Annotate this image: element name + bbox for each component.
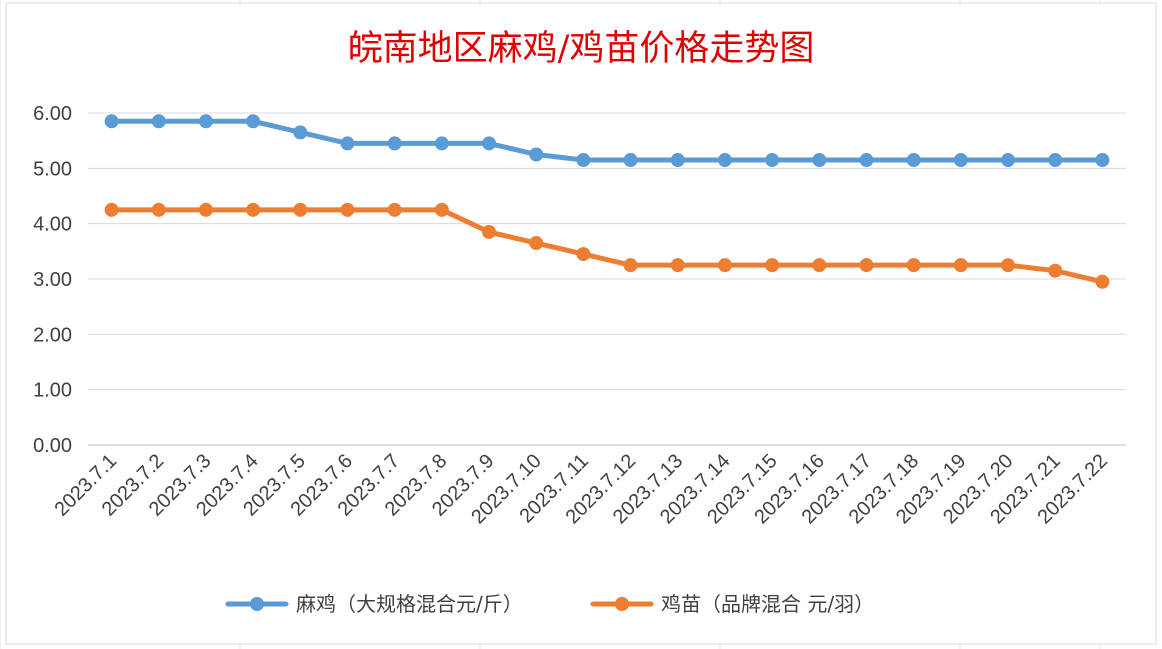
data-point [859, 153, 874, 168]
y-tick-label: 2.00 [33, 324, 72, 346]
data-point [670, 153, 685, 168]
data-point [246, 202, 261, 217]
data-point [1048, 263, 1063, 278]
series-line [109, 118, 1105, 163]
data-point [1001, 258, 1016, 273]
y-tick-label: 4.00 [33, 214, 72, 236]
data-point [1048, 153, 1063, 168]
data-point [906, 153, 921, 168]
data-point [576, 153, 591, 168]
chart-title: 皖南地区麻鸡/鸡苗价格走势图 [348, 29, 815, 69]
legend-marker-swatch [250, 597, 264, 611]
data-point [293, 202, 308, 217]
data-point [623, 153, 638, 168]
y-tick-label: 0.00 [33, 435, 72, 457]
data-point [104, 114, 119, 129]
data-point [953, 258, 968, 273]
data-point [953, 153, 968, 168]
data-point [812, 153, 827, 168]
data-point [670, 258, 685, 273]
data-point [151, 114, 166, 129]
data-point [529, 236, 544, 251]
data-point [340, 202, 355, 217]
legend-marker-swatch [615, 597, 629, 611]
gridlines [88, 112, 1126, 446]
data-point [906, 258, 921, 273]
data-point [765, 153, 780, 168]
series-line [109, 207, 1105, 285]
legend-label: 鸡苗（品牌混合 元/羽） [661, 592, 874, 616]
y-tick-label: 5.00 [33, 158, 72, 180]
data-point [387, 136, 402, 151]
data-point [198, 114, 213, 129]
data-point [434, 202, 449, 217]
legend: 麻鸡（大规格混合元/斤） 鸡苗（品牌混合 元/羽） [225, 592, 874, 616]
data-point [387, 202, 402, 217]
data-point [529, 147, 544, 162]
legend-label: 麻鸡（大规格混合元/斤） [296, 592, 523, 616]
data-point [340, 136, 355, 151]
y-tick-label: 3.00 [33, 269, 72, 291]
y-tick-label: 6.00 [33, 103, 72, 125]
y-tick-label: 1.00 [33, 380, 72, 402]
legend-item: 麻鸡（大规格混合元/斤） [225, 592, 523, 616]
data-point [765, 258, 780, 273]
series-1 [104, 114, 1110, 168]
series-layer [104, 114, 1110, 289]
legend-item: 鸡苗（品牌混合 元/羽） [590, 592, 874, 616]
data-point [434, 136, 449, 151]
data-point [246, 114, 261, 129]
series-2 [104, 202, 1110, 289]
data-point [717, 258, 732, 273]
data-point [859, 258, 874, 273]
data-point [482, 224, 497, 239]
data-point [623, 258, 638, 273]
data-point [1001, 153, 1016, 168]
data-point [812, 258, 827, 273]
data-point [1095, 153, 1110, 168]
data-point [104, 202, 119, 217]
y-axis-tick-labels: 0.00 1.00 2.00 3.00 4.00 5.00 6.00 [33, 103, 72, 457]
data-point [482, 136, 497, 151]
data-point [1095, 274, 1110, 289]
data-point [717, 153, 732, 168]
chart-area [5, 2, 1157, 645]
data-point [198, 202, 213, 217]
data-point [293, 125, 308, 140]
data-point [151, 202, 166, 217]
data-point [576, 247, 591, 262]
